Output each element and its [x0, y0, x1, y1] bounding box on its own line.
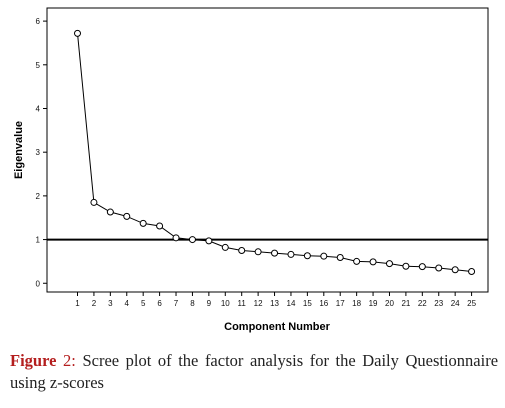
x-tick-label: 10: [221, 299, 230, 308]
data-point: [385, 260, 393, 268]
data-point: [402, 262, 410, 270]
data-point: [156, 222, 164, 230]
x-tick-label: 20: [385, 299, 394, 308]
data-point: [435, 264, 443, 272]
data-point: [238, 246, 246, 254]
x-tick-label: 13: [270, 299, 279, 308]
data-point: [320, 252, 328, 260]
y-axis-title: Eigenvalue: [13, 121, 25, 179]
x-tick-label: 21: [401, 299, 410, 308]
x-tick-label: 22: [418, 299, 427, 308]
x-tick-label: 5: [141, 299, 146, 308]
y-tick-label: 3: [36, 148, 41, 157]
x-tick-label: 3: [108, 299, 113, 308]
x-tick-label: 16: [319, 299, 328, 308]
y-tick-label: 4: [36, 104, 41, 113]
y-axis: 0 1 2 3 4 5 6: [36, 17, 47, 288]
x-tick-label: 9: [207, 299, 212, 308]
caption-text: Scree plot of the factor analysis for th…: [10, 351, 499, 392]
x-tick-label: 11: [238, 299, 247, 308]
data-point: [205, 237, 213, 245]
x-axis: 1 2 3 4 5 6 7 8 9 10 11 12 13 14 15 16 17 18 19 20 21 22 23 24 2…: [75, 292, 477, 308]
x-tick-label: 19: [369, 299, 378, 308]
x-tick-label: 17: [336, 299, 345, 308]
data-point: [468, 267, 476, 275]
caption-figure-word: Figure: [10, 351, 57, 370]
figure-caption: Figure 2: Scree plot of the factor analy…: [10, 350, 498, 394]
x-tick-label: 8: [190, 299, 195, 308]
data-point: [254, 248, 262, 256]
data-point: [172, 234, 180, 242]
data-point: [369, 258, 377, 266]
data-point: [303, 252, 311, 260]
x-tick-label: 23: [434, 299, 443, 308]
x-tick-label: 2: [92, 299, 97, 308]
x-tick-label: 12: [254, 299, 263, 308]
x-tick-label: 4: [125, 299, 130, 308]
data-point: [123, 212, 131, 220]
caption-figure-number: 2:: [63, 351, 76, 370]
x-tick-label: 18: [352, 299, 361, 308]
data-point: [418, 263, 426, 271]
x-tick-label: 14: [287, 299, 296, 308]
x-tick-label: 15: [303, 299, 312, 308]
data-point: [74, 29, 81, 37]
x-tick-label: 1: [75, 299, 80, 308]
x-tick-label: 6: [157, 299, 162, 308]
y-tick-label: 1: [36, 236, 41, 245]
x-tick-label: 24: [451, 299, 460, 308]
data-point: [451, 266, 459, 274]
data-point: [90, 198, 98, 206]
x-tick-label: 25: [467, 299, 476, 308]
y-tick-label: 6: [36, 17, 41, 26]
data-point: [271, 249, 279, 257]
data-point: [353, 257, 361, 265]
data-point: [221, 243, 229, 251]
y-tick-label: 2: [36, 192, 41, 201]
data-point: [287, 250, 295, 258]
x-tick-label: 7: [174, 299, 179, 308]
data-point: [139, 219, 147, 227]
x-axis-title: Component Number: [224, 321, 330, 333]
data-point: [188, 236, 196, 244]
data-point: [106, 208, 114, 216]
y-tick-label: 0: [36, 279, 41, 288]
plot-area-frame: [46, 7, 489, 293]
eigenvalue-series: [74, 29, 476, 275]
data-point: [336, 253, 344, 261]
y-tick-label: 5: [36, 61, 41, 70]
